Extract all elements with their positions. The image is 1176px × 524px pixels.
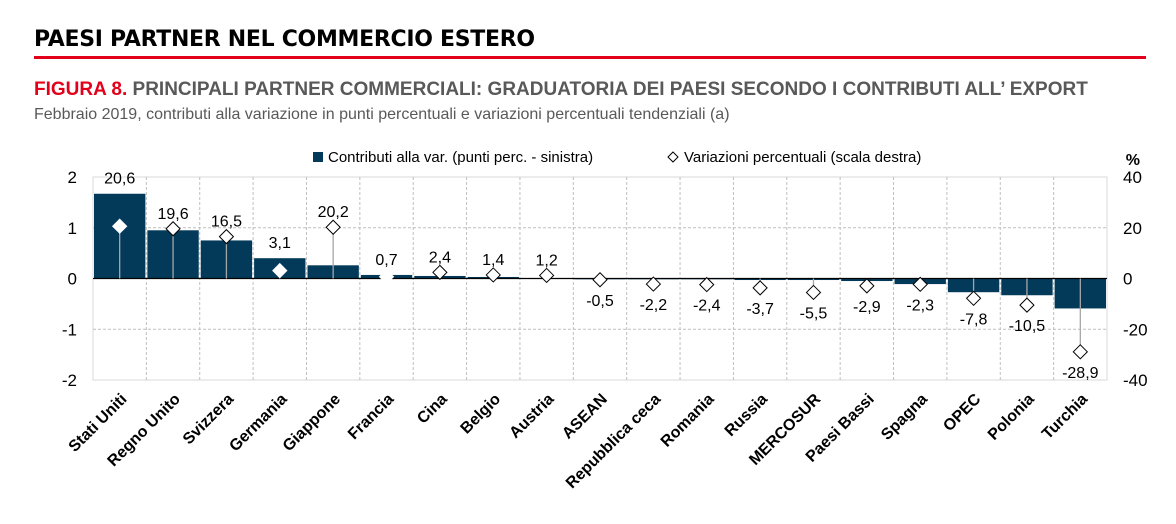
category-label: Russia [722, 391, 771, 440]
diamond-marker [912, 276, 928, 293]
data-label: -28,9 [1062, 365, 1099, 382]
diamond-marker [378, 269, 395, 285]
left-tick-label: -1 [62, 320, 77, 339]
diamond-marker [859, 278, 875, 294]
category-label: OPEC [940, 390, 984, 434]
category-label: Romania [658, 391, 718, 451]
left-tick-label: 2 [68, 168, 77, 187]
right-tick-label: 40 [1123, 168, 1142, 187]
diamond-marker [432, 264, 448, 281]
data-label: 20,6 [104, 171, 135, 188]
chart-title-text: PRINCIPALI PARTNER COMMERCIALI: GRADUATO… [132, 79, 1088, 100]
legend-diamond-label: Variazioni percentuali (scala destra) [684, 149, 921, 166]
section-title: PAESI PARTNER NEL COMMERCIO ESTERO [34, 27, 535, 52]
figure-number: FIGURA 8. [34, 79, 128, 100]
category-label: Polonia [985, 391, 1038, 444]
data-label: -2,3 [906, 297, 934, 314]
data-label: 2,4 [429, 249, 451, 266]
diamond-marker [218, 228, 235, 245]
category-label: Turchia [1039, 391, 1091, 443]
data-label: -0,5 [586, 293, 614, 310]
chart-subtitle: Febbraio 2019, contributi alla variazion… [34, 106, 730, 123]
data-label: -10,5 [1009, 318, 1046, 335]
right-tick-label: -20 [1123, 320, 1148, 339]
data-label: 1,4 [482, 252, 504, 269]
diamond-marker [538, 267, 555, 284]
right-tick-label: 0 [1123, 270, 1132, 289]
right-tick-label: -40 [1123, 371, 1148, 390]
category-label: ASEAN [559, 391, 611, 443]
diamond-marker [1072, 344, 1089, 360]
left-tick-label: 0 [68, 270, 77, 289]
category-label: Austria [506, 391, 557, 442]
data-label: -3,7 [746, 301, 774, 318]
data-label: -2,9 [853, 299, 881, 316]
legend-diamond-icon [667, 151, 679, 163]
diamond-marker [805, 284, 822, 301]
header-rule [34, 56, 1146, 59]
left-tick-label: -2 [62, 371, 77, 390]
left-tick-label: 1 [68, 219, 77, 238]
category-label: Cina [414, 391, 451, 428]
diamond-marker [699, 276, 715, 293]
category-label: Repubblica ceca [563, 391, 664, 492]
data-label: -5,5 [800, 305, 828, 322]
right-axis-unit: % [1126, 152, 1140, 169]
category-label: Francia [345, 391, 397, 443]
data-label: -2,2 [640, 297, 668, 314]
chart-title: FIGURA 8. PRINCIPALI PARTNER COMMERCIALI… [34, 79, 1088, 101]
right-tick-label: 20 [1123, 219, 1142, 238]
diamond-marker [752, 280, 768, 296]
data-label: 16,5 [211, 214, 242, 231]
category-label: Spagna [878, 391, 931, 444]
diamond-marker [965, 290, 982, 307]
diamond-marker [592, 272, 608, 288]
data-label: 3,1 [269, 235, 291, 252]
diamond-marker [165, 221, 181, 237]
data-label: 20,2 [318, 204, 349, 221]
diamond-marker [645, 276, 662, 292]
data-label: 19,6 [157, 206, 188, 223]
legend-bar-label: Contributi alla var. (punti perc. - sini… [328, 149, 593, 166]
diamond-marker [485, 267, 501, 283]
category-label: Belgio [457, 391, 504, 438]
diamond-marker [111, 218, 128, 234]
diamond-marker [272, 262, 288, 279]
category-label: Giappone [280, 391, 344, 455]
data-label: -7,8 [960, 311, 988, 328]
diamond-marker [325, 219, 341, 235]
diamond-marker [1019, 297, 1035, 313]
data-label: 0,7 [375, 252, 397, 269]
legend-bar-swatch [313, 152, 323, 162]
data-label: -2,4 [693, 298, 721, 315]
data-label: 1,2 [536, 252, 558, 269]
